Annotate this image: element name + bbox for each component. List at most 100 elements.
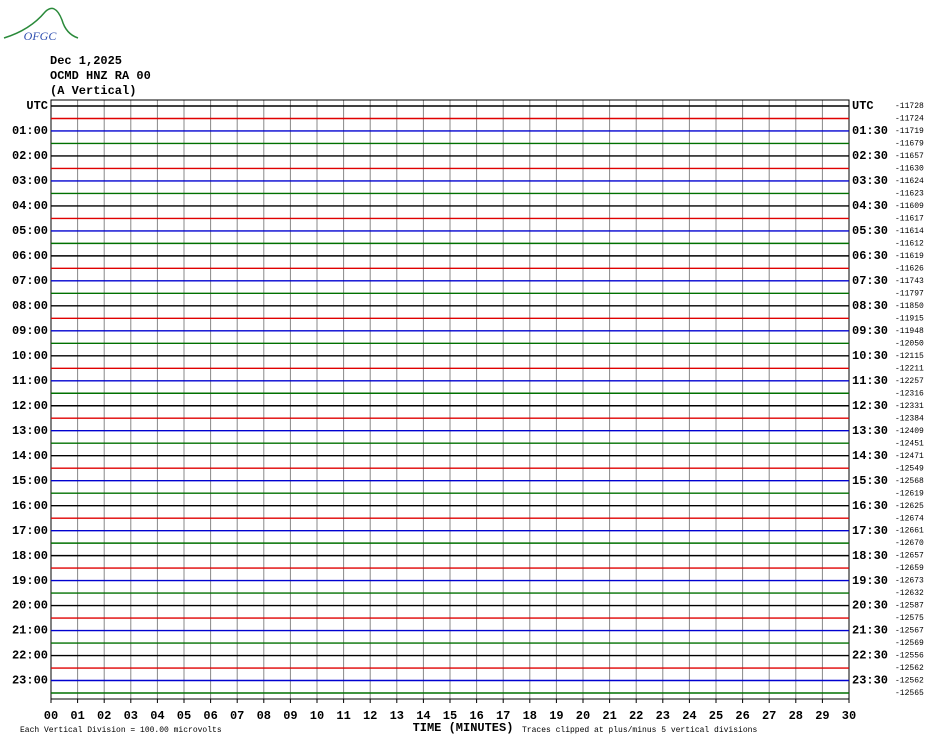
- x-tick-label: 02: [97, 709, 111, 723]
- row-value: -12657: [895, 552, 924, 561]
- x-tick-label: 27: [762, 709, 776, 723]
- row-value: -12659: [895, 564, 924, 573]
- row-value: -12331: [895, 402, 924, 411]
- left-time-label: 01:00: [12, 124, 48, 138]
- right-time-label: 22:30: [852, 649, 888, 663]
- x-tick-label: 29: [815, 709, 829, 723]
- row-value: -12661: [895, 527, 924, 536]
- left-time-label: 16:00: [12, 499, 48, 513]
- row-value: -12556: [895, 652, 924, 661]
- right-time-label: 19:30: [852, 574, 888, 588]
- x-tick-label: 28: [789, 709, 803, 723]
- row-value: -12567: [895, 627, 924, 636]
- left-time-label: 23:00: [12, 674, 48, 688]
- left-time-label: 21:00: [12, 624, 48, 638]
- x-tick-label: 10: [310, 709, 324, 723]
- x-tick-label: 11: [336, 709, 350, 723]
- x-tick-label: 21: [602, 709, 616, 723]
- x-tick-label: 06: [203, 709, 217, 723]
- row-value: -12587: [895, 602, 924, 611]
- row-value: -12384: [895, 414, 924, 423]
- right-time-label: 12:30: [852, 399, 888, 413]
- left-time-label: 14:00: [12, 449, 48, 463]
- row-value: -12673: [895, 577, 924, 586]
- x-tick-label: 05: [177, 709, 191, 723]
- row-value: -11657: [895, 152, 924, 161]
- station: OCMD HNZ RA 00: [50, 69, 151, 83]
- left-time-label: 22:00: [12, 649, 48, 663]
- x-tick-label: 25: [709, 709, 723, 723]
- row-value: -11679: [895, 140, 924, 149]
- right-time-label: 11:30: [852, 374, 888, 388]
- row-value: -11850: [895, 302, 924, 311]
- right-time-label: 03:30: [852, 174, 888, 188]
- x-tick-label: 20: [576, 709, 590, 723]
- right-time-label: 09:30: [852, 324, 888, 338]
- right-time-label: 02:30: [852, 149, 888, 163]
- right-time-label: 18:30: [852, 549, 888, 563]
- left-time-label: 06:00: [12, 249, 48, 263]
- left-time-label: 19:00: [12, 574, 48, 588]
- right-time-label: 14:30: [852, 449, 888, 463]
- left-time-label: 07:00: [12, 274, 48, 288]
- row-value: -12050: [895, 339, 924, 348]
- left-time-label: 08:00: [12, 299, 48, 313]
- right-time-label: 10:30: [852, 349, 888, 363]
- x-tick-label: 07: [230, 709, 244, 723]
- right-time-label: 21:30: [852, 624, 888, 638]
- x-tick-label: 04: [150, 709, 164, 723]
- left-time-label: 05:00: [12, 224, 48, 238]
- right-time-label: 06:30: [852, 249, 888, 263]
- left-time-label: 18:00: [12, 549, 48, 563]
- scale-note: Each Vertical Division = 100.00 microvol…: [20, 726, 222, 735]
- row-value: -12451: [895, 439, 924, 448]
- left-time-label: 02:00: [12, 149, 48, 163]
- right-time-label: 05:30: [852, 224, 888, 238]
- row-value: -12670: [895, 539, 924, 548]
- row-value: -12562: [895, 677, 924, 686]
- right-time-label: 01:30: [852, 124, 888, 138]
- row-value: -12569: [895, 639, 924, 648]
- x-tick-label: 22: [629, 709, 643, 723]
- x-tick-label: 23: [656, 709, 670, 723]
- row-value: -11743: [895, 277, 924, 286]
- right-time-label: 15:30: [852, 474, 888, 488]
- row-value: -11626: [895, 264, 924, 273]
- row-value: -12211: [895, 364, 924, 373]
- x-tick-label: 17: [496, 709, 510, 723]
- left-time-label: 09:00: [12, 324, 48, 338]
- logo-text: OFGC: [24, 29, 58, 43]
- x-tick-label: 12: [363, 709, 377, 723]
- left-time-label: 20:00: [12, 599, 48, 613]
- x-tick-label: 01: [70, 709, 84, 723]
- right-time-label: 17:30: [852, 524, 888, 538]
- left-time-label: 17:00: [12, 524, 48, 538]
- right-time-label: 20:30: [852, 599, 888, 613]
- clip-note: Traces clipped at plus/minus 5 vertical …: [522, 726, 757, 735]
- logo-mark: [3, 7, 79, 39]
- x-tick-label: 03: [124, 709, 138, 723]
- row-value: -11630: [895, 165, 924, 174]
- component: (A Vertical): [50, 84, 136, 98]
- row-value: -11614: [895, 227, 924, 236]
- right-time-label: 08:30: [852, 299, 888, 313]
- left-time-label: 11:00: [12, 374, 48, 388]
- date: Dec 1,2025: [50, 54, 122, 68]
- right-time-label: 13:30: [852, 424, 888, 438]
- row-value: -12565: [895, 689, 924, 698]
- x-tick-label: 08: [257, 709, 271, 723]
- row-value: -12471: [895, 452, 924, 461]
- left-time-label: UTC: [26, 99, 48, 113]
- row-value: -12568: [895, 477, 924, 486]
- row-value: -12625: [895, 502, 924, 511]
- left-time-label: 15:00: [12, 474, 48, 488]
- x-tick-label: 16: [469, 709, 483, 723]
- row-value: -12549: [895, 464, 924, 473]
- row-value: -11619: [895, 252, 924, 261]
- row-value: -12619: [895, 489, 924, 498]
- right-time-label: 07:30: [852, 274, 888, 288]
- left-time-label: 12:00: [12, 399, 48, 413]
- row-value: -12632: [895, 589, 924, 598]
- x-tick-label: 15: [443, 709, 457, 723]
